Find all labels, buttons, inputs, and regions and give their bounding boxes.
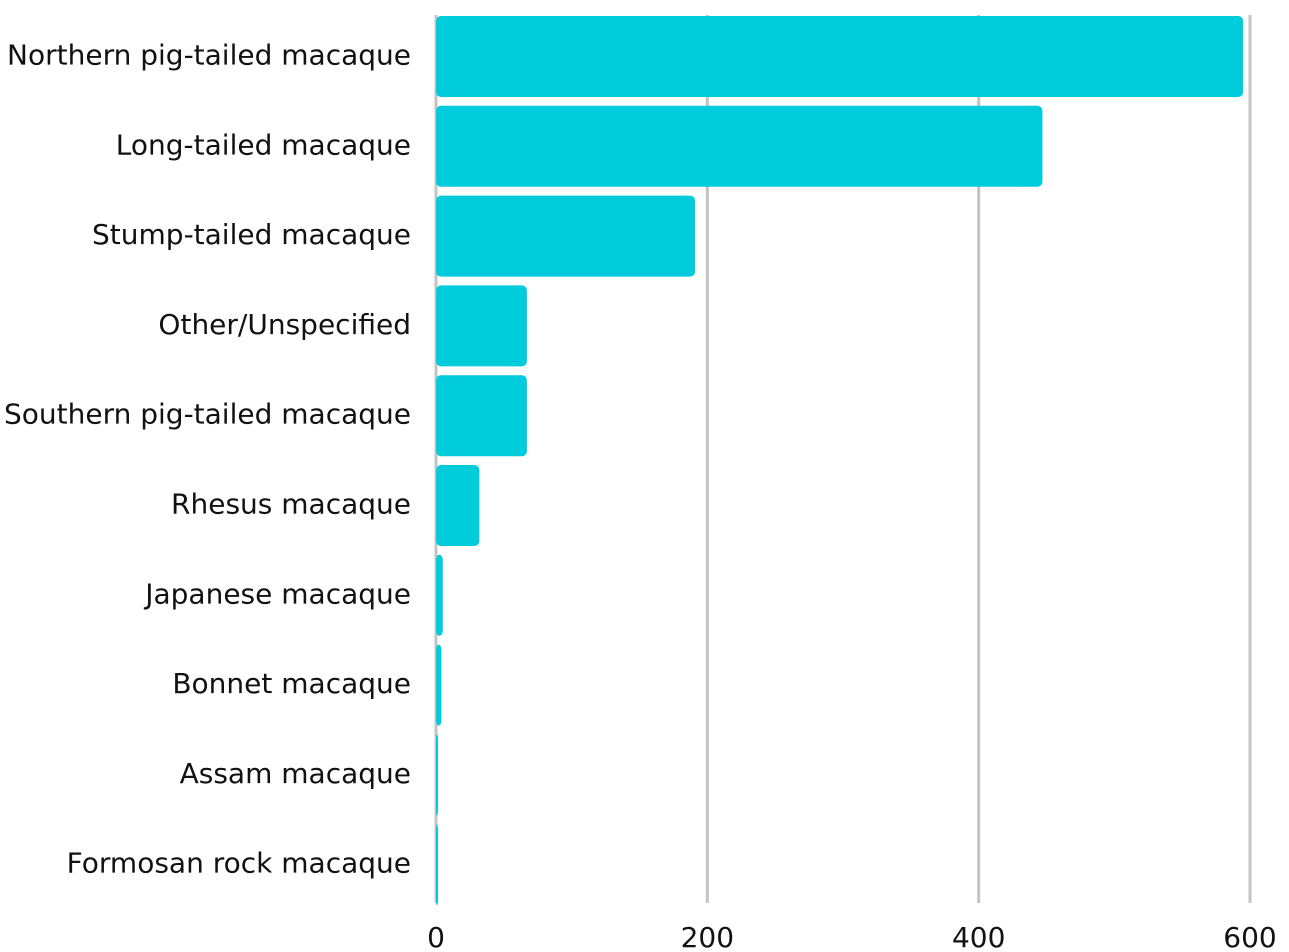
bar-1 (436, 105, 1043, 187)
category-label-9: Formosan rock macaque (67, 847, 411, 880)
category-label-7: Bonnet macaque (172, 667, 411, 700)
x-tick-label-400: 400 (952, 921, 1005, 952)
bar-6 (436, 554, 443, 636)
bars (436, 16, 1244, 906)
category-label-5: Rhesus macaque (171, 488, 411, 521)
category-label-3: Other/Unspecified (158, 308, 411, 341)
category-label-4: Southern pig-tailed macaque (4, 398, 411, 431)
bar-0 (436, 16, 1244, 97)
bar-4 (436, 375, 527, 457)
x-tick-label-200: 200 (681, 921, 734, 952)
x-tick-label-600: 600 (1223, 921, 1276, 952)
bar-9 (436, 824, 438, 906)
category-label-6: Japanese macaque (143, 577, 411, 610)
category-labels: Northern pig-tailed macaque Long-tailed m… (4, 39, 411, 880)
category-label-8: Assam macaque (180, 757, 411, 790)
bar-7 (436, 644, 442, 726)
bar-2 (436, 195, 696, 277)
category-label-0: Northern pig-tailed macaque (7, 39, 411, 72)
category-label-2: Stump-tailed macaque (92, 218, 411, 251)
x-axis-ticks: 0 200 400 600 (427, 921, 1277, 952)
bar-5 (436, 465, 480, 546)
category-label-1: Long-tailed macaque (116, 128, 411, 161)
bar-3 (436, 285, 527, 367)
bar-8 (436, 734, 438, 816)
x-tick-label-0: 0 (427, 921, 445, 952)
